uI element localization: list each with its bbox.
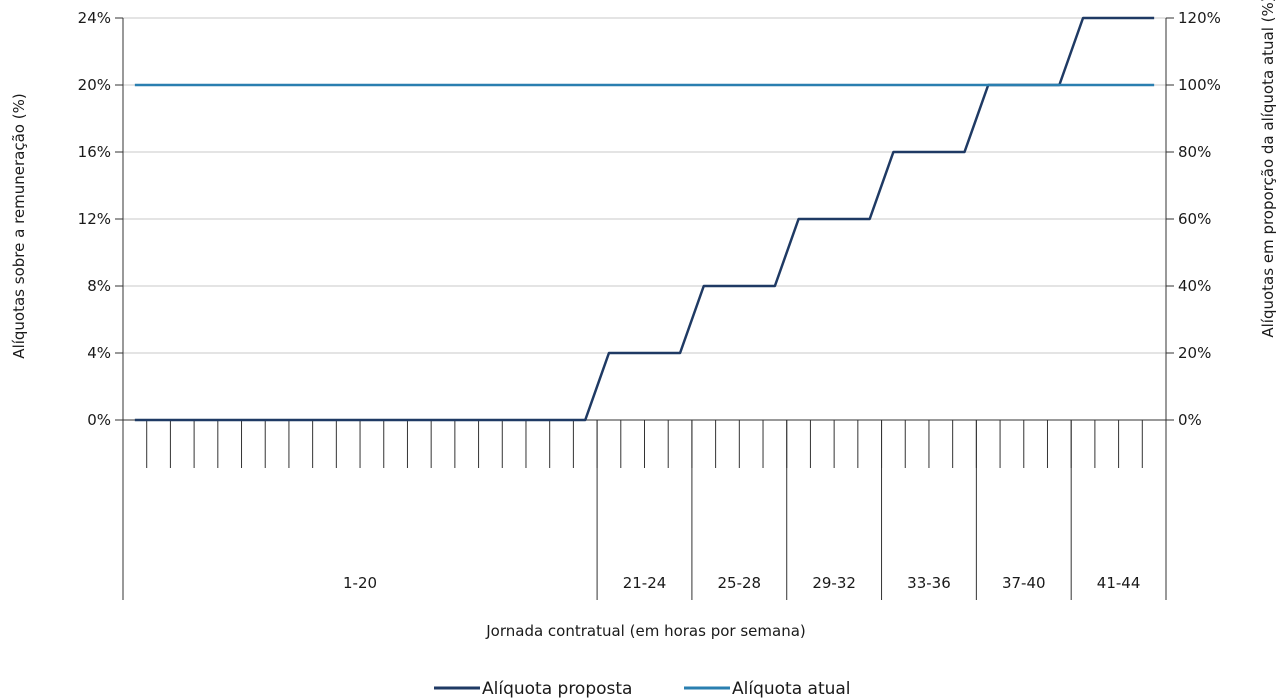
left-y-tick-label: 4% [87, 344, 111, 362]
left-y-tick-label: 0% [87, 411, 111, 429]
right-y-tick-label: 100% [1178, 76, 1221, 94]
left-y-tick-label: 12% [78, 210, 111, 228]
right-y-tick-label: 80% [1178, 143, 1211, 161]
series-lines [134, 16, 1155, 422]
x-group-label: 29-32 [812, 574, 856, 592]
gridlines [123, 17, 1166, 354]
right-y-tick-label: 60% [1178, 210, 1211, 228]
left-y-tick-label: 8% [87, 277, 111, 295]
legend-label-atual: Alíquota atual [732, 679, 851, 699]
series-line-proposta [134, 16, 1155, 422]
x-group-label: 41-44 [1097, 574, 1141, 592]
left-y-tick-label: 24% [78, 9, 111, 27]
right-y-tick-label: 0% [1178, 411, 1202, 429]
x-group-label: 33-36 [907, 574, 951, 592]
left-y-tick-label: 20% [78, 76, 111, 94]
right-y-tick-label: 40% [1178, 277, 1211, 295]
legend: Alíquota proposta Alíquota atual [434, 679, 851, 699]
axes: 0% 0% 4% 20% 8% 40% 12% 60% 16% 80% 20% 100% 24% 120% [78, 9, 1221, 600]
x-group-label: 25-28 [718, 574, 762, 592]
x-group-labels: 1-20 21-24 25-28 29-32 33-36 37-40 41-44 [343, 420, 1140, 600]
right-y-tick-label: 120% [1178, 9, 1221, 27]
x-axis-title: Jornada contratual (em horas por semana) [485, 622, 806, 640]
left-y-axis-title: Alíquotas sobre a remuneração (%) [10, 93, 28, 358]
x-group-label: 21-24 [623, 574, 667, 592]
right-y-tick-label: 20% [1178, 344, 1211, 362]
x-group-label: 37-40 [1002, 574, 1046, 592]
left-y-tick-label: 16% [78, 143, 111, 161]
legend-label-proposta: Alíquota proposta [482, 679, 632, 699]
x-group-label: 1-20 [343, 574, 377, 592]
right-y-axis-title: Alíquotas em proporção da alíquota atual… [1259, 0, 1277, 338]
